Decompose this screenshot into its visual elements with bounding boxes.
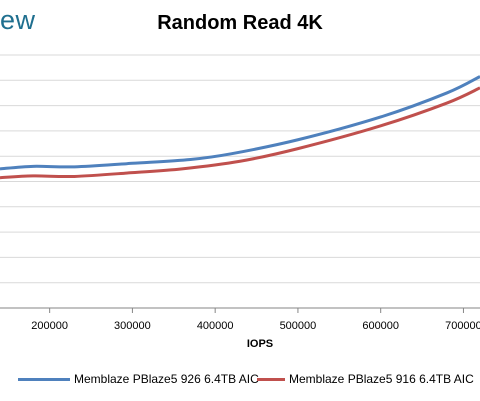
chart-legend: Memblaze PBlaze5 926 6.4TB AIC Memblaze … [0, 372, 480, 390]
series-line-2 [0, 86, 480, 180]
x-tick-label: 200000 [31, 320, 68, 332]
x-tick-label: 500000 [280, 320, 317, 332]
series-line-1 [0, 75, 480, 171]
legend-swatch-series-2 [257, 377, 285, 381]
legend-item-series-1: Memblaze PBlaze5 926 6.4TB AIC [18, 372, 259, 386]
legend-label-series-1: Memblaze PBlaze5 926 6.4TB AIC [74, 372, 259, 386]
brand-logo-text: ew [0, 5, 36, 35]
x-tick-label: 300000 [114, 320, 151, 332]
x-axis-label: IOPS [246, 338, 274, 350]
chart-title: Random Read 4K [157, 12, 323, 34]
x-tick-label: 600000 [362, 320, 399, 332]
x-tick-label: 400000 [197, 320, 234, 332]
legend-item-series-2: Memblaze PBlaze5 916 6.4TB AIC [257, 372, 474, 386]
legend-label-series-2: Memblaze PBlaze5 916 6.4TB AIC [289, 372, 474, 386]
x-tick-label: 700000 [445, 320, 480, 332]
legend-swatch-series-1 [18, 377, 70, 381]
